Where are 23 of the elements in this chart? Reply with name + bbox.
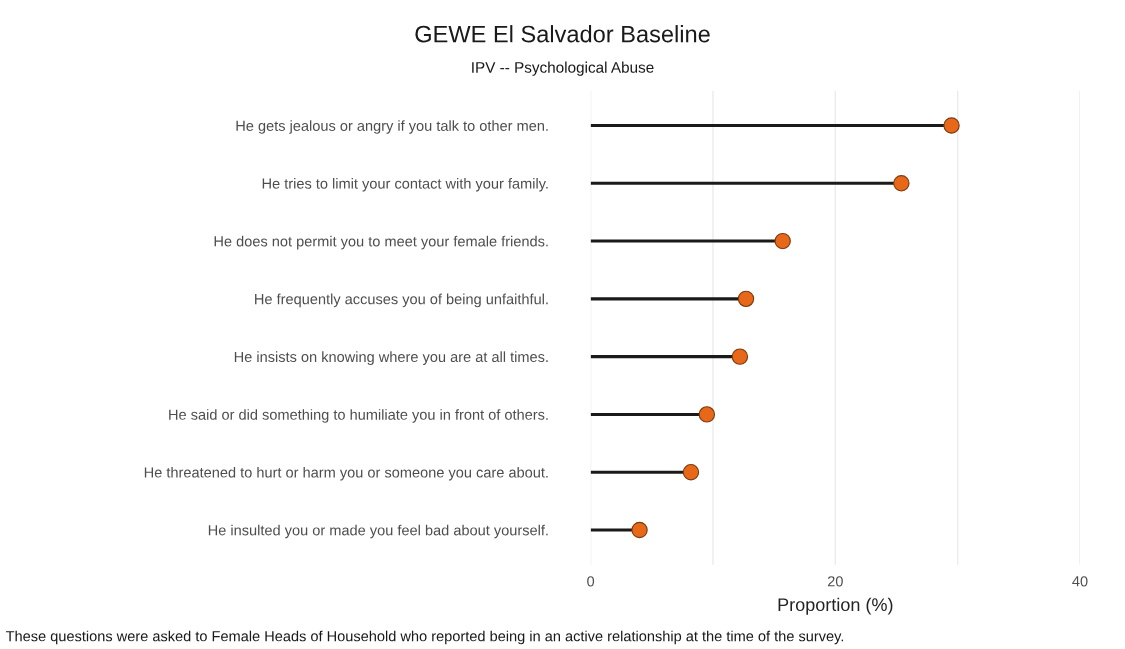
point <box>774 232 791 250</box>
y-tick-label: He threatened to hurt or harm you or someone you care about. <box>144 466 548 481</box>
y-tick-label: He frequently accuses you of being unfaithful. <box>255 293 548 308</box>
y-tick-label: He said or did something to humiliate you in front of others. <box>169 409 548 423</box>
point <box>731 348 749 365</box>
y-tick-label: He does not permit you to meet your female friends. <box>214 235 548 250</box>
point <box>631 521 648 539</box>
text: These questions were asked to Female Heads of Household who reported being in an active relationship at the time of the survey. <box>5 630 844 645</box>
point <box>893 175 910 192</box>
x-tick-label: 40 <box>1072 576 1088 587</box>
x-tick-label: 0 <box>587 576 595 587</box>
x-tick-label: 20 <box>827 576 843 587</box>
point <box>737 290 755 308</box>
y-tick-label: He insulted you or made you feel bad about yourself. <box>208 524 548 539</box>
point <box>943 117 960 134</box>
y-tick-label: He insists on knowing where you are at all times. <box>234 351 548 365</box>
y-tick-label: He gets jealous or angry if you talk to other men. <box>236 120 548 134</box>
y-tick-label: He tries to limit your contact with your family. <box>262 178 548 192</box>
chart-subtitle: IPV -- Psychological Abuse <box>472 61 654 76</box>
x-axis-title: Proportion (%) <box>778 597 893 615</box>
point <box>698 406 716 423</box>
chart-title: GEWE El Salvador Baseline <box>415 25 710 43</box>
point <box>682 463 700 481</box>
